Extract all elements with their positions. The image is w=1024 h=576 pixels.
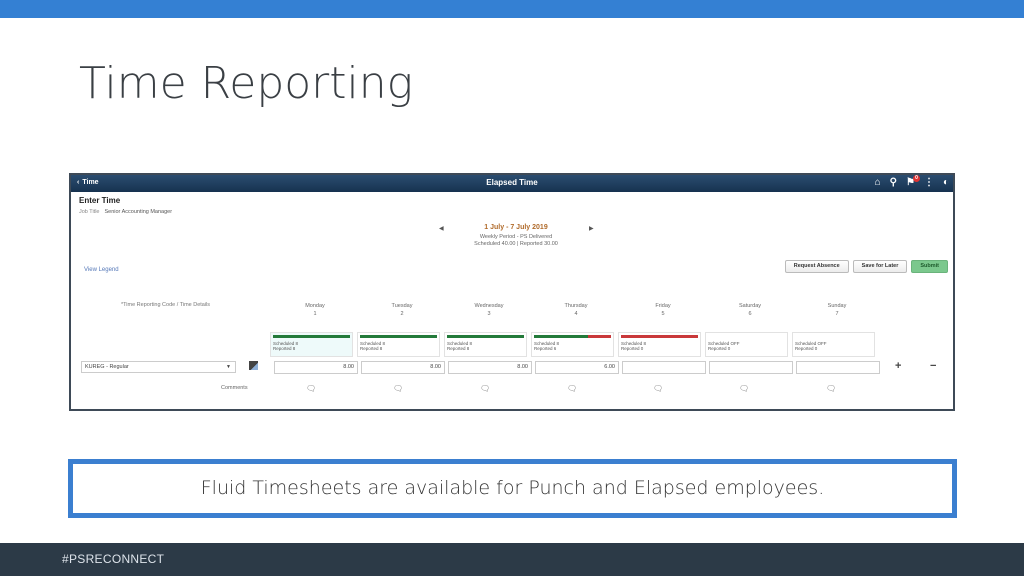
hours-input-sunday[interactable] <box>796 361 880 374</box>
day-card-wednesday[interactable]: Scheduled 8 Reported 8 <box>444 332 527 357</box>
day-card-saturday[interactable]: Scheduled OFF Reported 0 <box>705 332 788 357</box>
trc-column-header: *Time Reporting Code / Time Details <box>121 302 211 308</box>
day-card-monday[interactable]: Scheduled 8 Reported 8 <box>270 332 353 357</box>
dropdown-caret-icon: ▼ <box>226 364 231 370</box>
view-legend-link[interactable]: View Legend <box>84 267 119 273</box>
previous-period-icon[interactable]: ◀ <box>439 226 444 232</box>
comment-icon-thursday[interactable]: 🗨 <box>567 384 578 393</box>
chevron-left-icon: ‹ <box>77 179 80 186</box>
day-header-tuesday: Tuesday 2 <box>391 303 413 317</box>
home-icon[interactable]: ⌂ <box>874 177 881 188</box>
comment-icon-friday[interactable]: 🗨 <box>653 384 664 393</box>
comment-icon-wednesday[interactable]: 🗨 <box>480 384 491 393</box>
comment-icon-sunday[interactable]: 🗨 <box>826 384 837 393</box>
day-card-tuesday[interactable]: Scheduled 8 Reported 8 <box>357 332 440 357</box>
hours-input-tuesday[interactable]: 8.00 <box>361 361 445 374</box>
next-period-icon[interactable]: ▶ <box>589 226 594 232</box>
hours-input-saturday[interactable] <box>709 361 793 374</box>
app-window: ‹ Time Elapsed Time ⌂ ⚲ ⚑ 0 ⋮ ◐ Enter Time… <box>69 173 955 411</box>
back-button[interactable]: ‹ Time <box>77 179 99 186</box>
day-header-saturday: Saturday 6 <box>738 303 761 317</box>
hours-input-wednesday[interactable]: 8.00 <box>448 361 532 374</box>
day-card-sunday[interactable]: Scheduled OFF Reported 0 <box>792 332 875 357</box>
day-header-friday: Friday 5 <box>655 303 671 317</box>
app-header: ‹ Time Elapsed Time ⌂ ⚲ ⚑ 0 ⋮ ◐ <box>71 175 953 192</box>
slide-title: Time Reporting <box>79 58 414 109</box>
submit-button[interactable]: Submit <box>911 260 948 273</box>
callout-box: Fluid Timesheets are available for Punch… <box>68 459 957 518</box>
period-info: 1 July - 7 July 2019 Weekly Period - PS … <box>431 224 601 247</box>
day-header-thursday: Thursday 4 <box>564 303 588 317</box>
day-header-wednesday: Wednesday 3 <box>474 303 504 317</box>
footer-hashtag: #PSRECONNECT <box>0 543 1024 576</box>
time-details-icon[interactable] <box>249 361 258 370</box>
comments-label: Comments <box>221 385 248 391</box>
comment-icon-saturday[interactable]: 🗨 <box>739 384 750 393</box>
hours-input-thursday[interactable]: 6.00 <box>535 361 619 374</box>
actions-menu-icon[interactable]: ⋮ <box>923 177 934 188</box>
search-icon[interactable]: ⚲ <box>889 177 897 188</box>
period-type: Weekly Period - PS Delivered <box>479 234 553 240</box>
period-range: 1 July - 7 July 2019 <box>484 224 548 231</box>
hours-input-monday[interactable]: 8.00 <box>274 361 358 374</box>
period-totals: Scheduled 40.00 | Reported 30.00 <box>474 241 558 247</box>
hours-input-friday[interactable] <box>622 361 706 374</box>
day-card-friday[interactable]: Scheduled 8 Reported 0 <box>618 332 701 357</box>
slide-top-bar <box>0 0 1024 18</box>
trc-select[interactable]: KUREG - Regular ▼ <box>81 361 236 373</box>
navbar-icon[interactable]: ◐ <box>942 177 949 188</box>
page-heading: Enter Time <box>79 196 121 205</box>
day-header-sunday: Sunday 7 <box>827 303 847 317</box>
comment-icon-monday[interactable]: 🗨 <box>306 384 317 393</box>
day-card-thursday[interactable]: Scheduled 8 Reported 6 <box>531 332 614 357</box>
delete-row-icon[interactable]: − <box>930 360 937 372</box>
day-header-monday: Monday 1 <box>305 303 325 317</box>
notifications-icon[interactable]: ⚑ 0 <box>906 175 920 189</box>
app-title: Elapsed Time <box>486 178 538 187</box>
job-title: Job Title Senior Accounting Manager <box>79 209 173 215</box>
comment-icon-tuesday[interactable]: 🗨 <box>393 384 404 393</box>
notification-count: 0 <box>912 175 920 182</box>
request-absence-button[interactable]: Request Absence <box>784 260 849 273</box>
add-row-icon[interactable]: + <box>895 360 902 372</box>
save-for-later-button[interactable]: Save for Later <box>852 260 908 273</box>
